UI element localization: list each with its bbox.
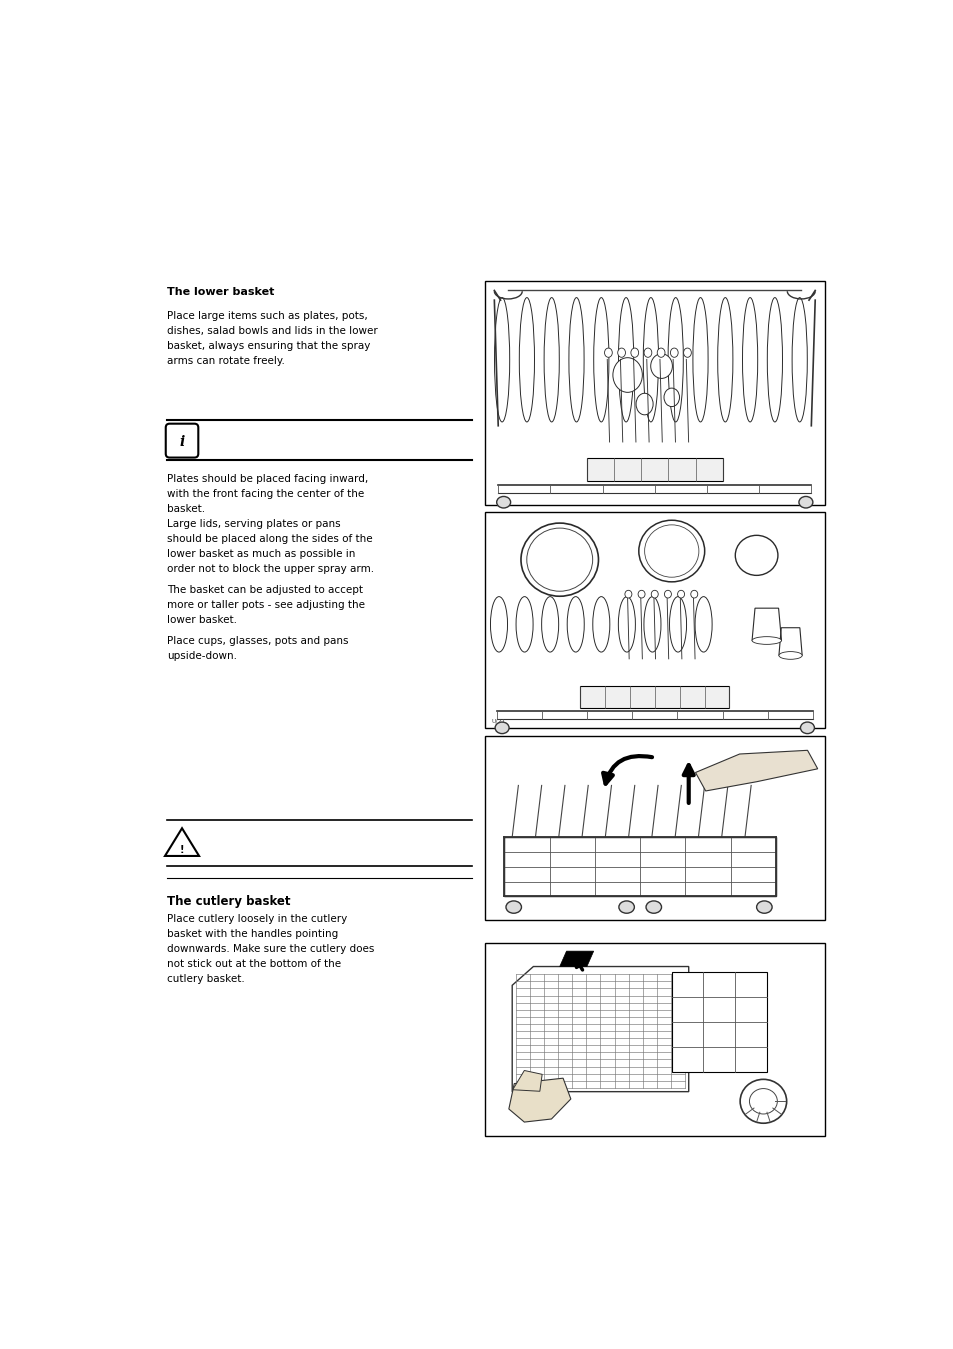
Text: more or taller pots - see adjusting the: more or taller pots - see adjusting the [167,600,365,610]
Text: order not to block the upper spray arm.: order not to block the upper spray arm. [167,564,374,573]
Text: i: i [179,436,185,449]
Text: lower basket.: lower basket. [167,615,237,625]
Ellipse shape [618,596,635,652]
Text: The cutlery basket: The cutlery basket [167,894,291,908]
Ellipse shape [617,348,625,357]
Ellipse shape [526,527,592,591]
Ellipse shape [695,596,711,652]
Text: dishes, salad bowls and lids in the lower: dishes, salad bowls and lids in the lowe… [167,325,377,336]
Text: downwards. Make sure the cutlery does: downwards. Make sure the cutlery does [167,944,375,954]
Text: not stick out at the bottom of the: not stick out at the bottom of the [167,959,341,969]
Text: Plates should be placed facing inward,: Plates should be placed facing inward, [167,473,368,484]
Ellipse shape [592,596,609,652]
Ellipse shape [751,637,781,645]
Ellipse shape [717,298,732,422]
Polygon shape [695,750,817,791]
Ellipse shape [497,496,510,509]
Bar [671,973,766,1072]
Text: basket, always ensuring that the spray: basket, always ensuring that the spray [167,341,371,351]
Ellipse shape [495,722,509,734]
Bar [586,459,722,482]
Ellipse shape [618,298,633,422]
Ellipse shape [791,298,806,422]
Ellipse shape [749,1089,777,1114]
Text: Place large items such as plates, pots,: Place large items such as plates, pots, [167,310,368,321]
Ellipse shape [567,596,583,652]
Text: with the front facing the center of the: with the front facing the center of the [167,488,364,499]
Ellipse shape [568,298,583,422]
Ellipse shape [645,901,660,913]
Bar [484,281,823,505]
Ellipse shape [630,348,638,357]
Ellipse shape [766,298,781,422]
Ellipse shape [669,596,686,652]
Ellipse shape [642,298,658,422]
Ellipse shape [651,591,658,598]
Ellipse shape [740,1079,786,1124]
Ellipse shape [692,298,707,422]
Ellipse shape [490,596,507,652]
Text: Large lids, serving plates or pans: Large lids, serving plates or pans [167,519,340,529]
Ellipse shape [677,591,684,598]
Ellipse shape [624,591,631,598]
Text: upside-down.: upside-down. [167,652,237,661]
Ellipse shape [657,348,664,357]
Bar [484,513,823,728]
Text: The basket can be adjusted to accept: The basket can be adjusted to accept [167,585,363,595]
Ellipse shape [683,348,691,357]
Ellipse shape [612,357,641,393]
Ellipse shape [798,496,812,509]
Ellipse shape [670,348,678,357]
Ellipse shape [644,525,699,577]
Ellipse shape [741,298,757,422]
Ellipse shape [593,298,608,422]
Ellipse shape [690,591,697,598]
Ellipse shape [643,348,651,357]
Text: Place cups, glasses, pots and pans: Place cups, glasses, pots and pans [167,635,349,646]
Ellipse shape [650,353,672,379]
Text: The lower basket: The lower basket [167,286,274,297]
Ellipse shape [543,298,558,422]
Text: lower basket as much as possible in: lower basket as much as possible in [167,549,355,558]
Text: basket with the handles pointing: basket with the handles pointing [167,929,338,939]
Ellipse shape [778,652,801,660]
Text: should be placed along the sides of the: should be placed along the sides of the [167,534,373,544]
Polygon shape [508,1078,570,1122]
Ellipse shape [638,591,644,598]
Ellipse shape [618,901,634,913]
Ellipse shape [643,596,660,652]
Ellipse shape [505,901,521,913]
Polygon shape [512,966,688,1091]
Text: arms can rotate freely.: arms can rotate freely. [167,356,285,366]
Bar [484,735,823,920]
Ellipse shape [639,521,704,581]
Text: basket.: basket. [167,503,205,514]
Ellipse shape [636,394,653,415]
Ellipse shape [756,901,771,913]
Polygon shape [559,951,593,966]
Ellipse shape [663,389,679,406]
Ellipse shape [667,298,682,422]
Polygon shape [512,1071,541,1091]
Ellipse shape [518,298,534,422]
Ellipse shape [541,596,558,652]
Ellipse shape [520,523,598,596]
Ellipse shape [604,348,612,357]
Ellipse shape [735,536,777,576]
Bar [579,687,729,708]
Ellipse shape [516,596,533,652]
FancyBboxPatch shape [166,424,198,457]
Bar [484,943,823,1136]
Text: !: ! [179,846,184,855]
Text: Place cutlery loosely in the cutlery: Place cutlery loosely in the cutlery [167,913,347,924]
Ellipse shape [663,591,671,598]
Bar [504,838,775,896]
Ellipse shape [800,722,814,734]
Text: cutlery basket.: cutlery basket. [167,974,245,983]
Text: U/21: U/21 [491,718,505,723]
Ellipse shape [494,298,509,422]
